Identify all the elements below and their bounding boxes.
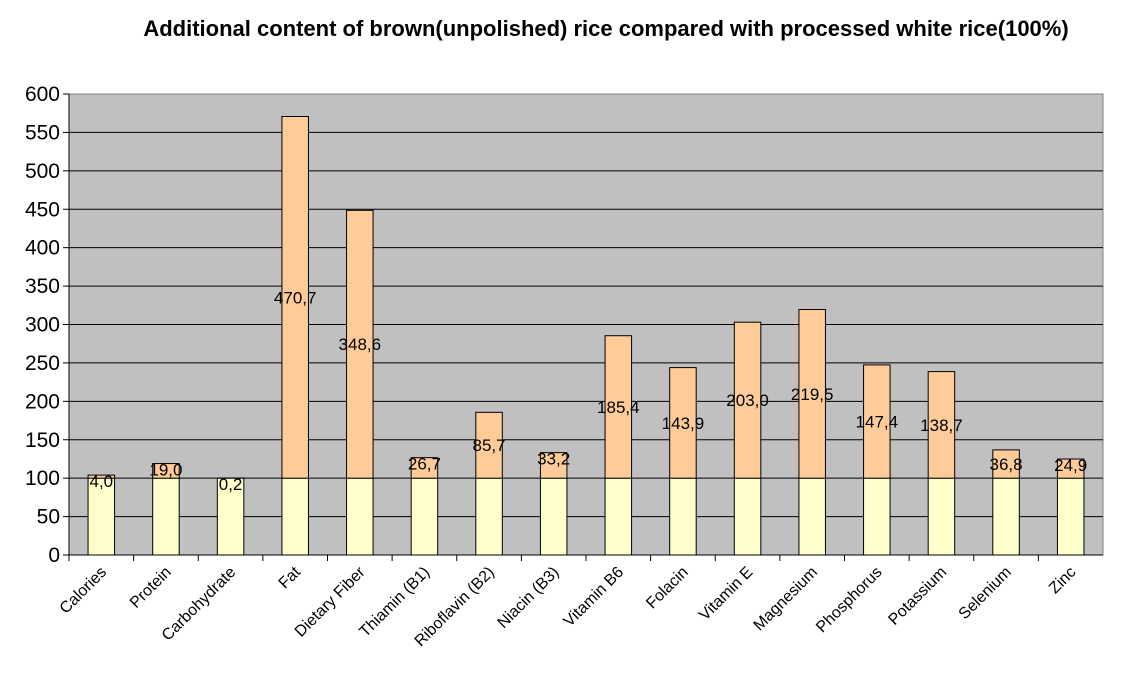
x-category-label: Protein — [127, 564, 175, 612]
data-label: 4,0 — [89, 472, 113, 491]
x-category-label: Phosphorus — [813, 564, 885, 636]
bar-base-segment — [281, 477, 309, 556]
data-label: 348,6 — [339, 335, 382, 354]
x-category-label: Selenium — [956, 564, 1015, 623]
bar-additional-segment — [927, 371, 956, 479]
bars — [87, 116, 1085, 556]
y-tick-label: 500 — [25, 160, 60, 183]
bar-additional-segment — [798, 309, 826, 479]
data-label: 147,4 — [856, 413, 899, 432]
y-tick-label: 350 — [25, 275, 60, 298]
x-category-label: Zinc — [1046, 564, 1079, 597]
y-tick-label: 0 — [48, 544, 60, 567]
bar-additional-segment — [152, 463, 180, 479]
x-category-label: Fat — [276, 563, 305, 592]
bar-base-segment — [863, 477, 891, 556]
y-tick-label: 550 — [25, 121, 60, 144]
data-labels: 4,0 19,0 0,2 470,7 348,6 26,7 85,7 33,2 185,4 143… — [89, 288, 1087, 494]
data-label: 36,8 — [990, 455, 1023, 474]
bar-additional-segment — [733, 321, 762, 479]
data-label: 219,5 — [791, 385, 834, 404]
y-tick-label: 600 — [25, 83, 60, 106]
y-tick-label: 400 — [25, 237, 60, 260]
data-label: 185,4 — [597, 398, 640, 417]
y-tick-label: 50 — [37, 506, 60, 529]
bar-base-segment — [475, 477, 503, 556]
data-label: 19,0 — [149, 461, 182, 480]
bar-additional-segment — [604, 335, 633, 479]
bar-base-segment — [669, 477, 697, 556]
x-category-label: Vitamin B6 — [561, 564, 628, 631]
bar-additional-segment — [87, 474, 116, 479]
bar-additional-segment — [281, 116, 309, 479]
data-label: 143,9 — [662, 414, 705, 433]
bar-additional-segment — [475, 411, 503, 479]
bar-base-segment — [410, 477, 439, 556]
y-tick-label: 100 — [25, 467, 60, 490]
chart-title: Additional content of brown(unpolished) … — [143, 16, 1069, 41]
x-category-label: Calories — [57, 564, 111, 618]
bar-base-segment — [346, 477, 374, 556]
bar-base-segment — [539, 477, 568, 556]
bar-additional-segment — [669, 367, 697, 479]
data-label: 138,7 — [920, 416, 963, 435]
bar-additional-segment — [410, 457, 439, 479]
x-category-label: Folacin — [643, 564, 691, 612]
bar-additional-segment — [863, 364, 891, 479]
bar-base-segment — [927, 477, 956, 556]
data-label: 0,2 — [219, 475, 243, 494]
bar-additional-segment — [1056, 458, 1085, 479]
data-label: 33,2 — [537, 450, 570, 469]
y-tick-label: 150 — [25, 429, 60, 452]
data-label: 24,9 — [1054, 456, 1087, 475]
bar-base-segment — [216, 477, 245, 556]
data-label: 26,7 — [408, 455, 441, 474]
data-label: 85,7 — [473, 436, 506, 455]
y-tick-label: 450 — [25, 198, 60, 221]
bar-base-segment — [604, 477, 633, 556]
bar-base-segment — [733, 477, 762, 556]
y-tick-label: 200 — [25, 390, 60, 413]
bar-base-segment — [798, 477, 826, 556]
x-category-label: Niacin (B3) — [495, 564, 563, 632]
x-category-label: Vitamin E — [696, 564, 756, 624]
x-category-label: Potassium — [885, 564, 950, 629]
bar-additional-segment — [346, 209, 374, 479]
y-tick-label: 250 — [25, 352, 60, 375]
bar-base-segment — [152, 477, 180, 556]
bar-base-segment — [992, 477, 1020, 556]
y-axis: 0 50 100 150 200 250 300 350 400 450 500 550 600 — [25, 83, 1103, 567]
bar-additional-segment — [992, 449, 1020, 479]
y-tick-label: 300 — [25, 314, 60, 337]
x-category-label: Magnesium — [751, 564, 822, 635]
data-label: 470,7 — [274, 288, 317, 307]
data-label: 203,0 — [726, 391, 769, 410]
bar-base-segment — [1056, 477, 1085, 556]
bar-additional-segment — [539, 452, 568, 479]
